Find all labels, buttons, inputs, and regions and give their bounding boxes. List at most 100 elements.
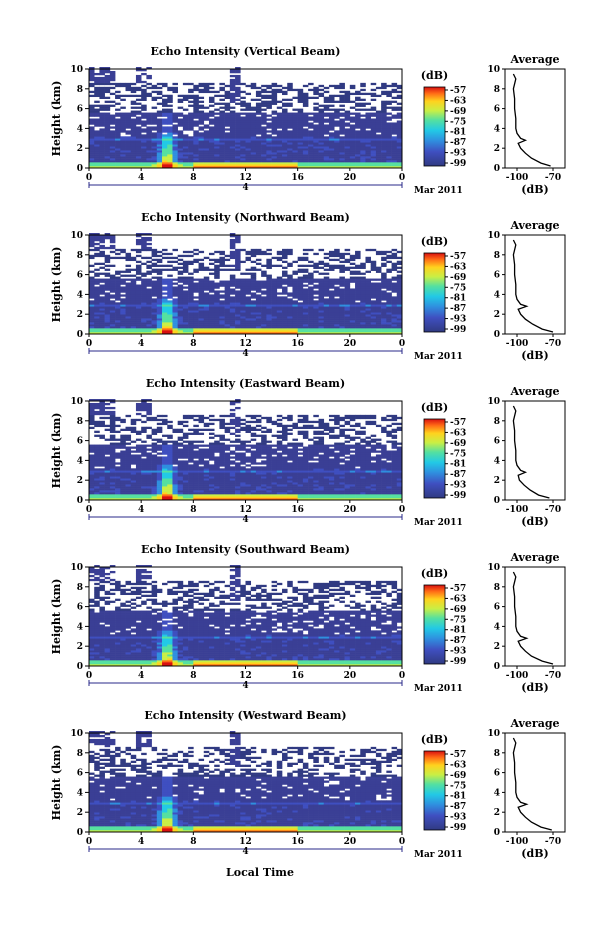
heatmap-cell xyxy=(344,100,351,103)
heatmap-cell xyxy=(89,235,95,238)
heatmap-cell xyxy=(125,294,132,297)
heatmap-cell xyxy=(141,72,147,76)
heatmap-cell xyxy=(297,286,304,289)
heatmap-cell xyxy=(125,164,132,167)
heatmap-cell xyxy=(115,248,121,252)
heatmap-cell xyxy=(89,296,95,299)
heatmap-cell xyxy=(219,316,225,319)
heatmap-cell xyxy=(99,76,105,80)
heatmap-cell xyxy=(177,482,184,485)
heatmap-cell xyxy=(141,244,147,248)
heatmap-cell xyxy=(172,482,178,485)
heatmap-cell xyxy=(214,292,220,295)
heatmap-cell xyxy=(297,152,304,155)
heatmap-cell xyxy=(391,136,398,139)
heatmap-cell xyxy=(203,328,210,331)
heatmap-cell xyxy=(99,148,105,151)
heatmap-cell xyxy=(282,330,288,333)
heatmap-cell xyxy=(292,290,298,293)
heatmap-cell xyxy=(255,306,262,309)
heatmap-cell xyxy=(261,280,267,283)
heatmap-cell xyxy=(261,122,267,125)
heatmap-cell xyxy=(313,116,319,119)
heatmap-cell xyxy=(240,322,246,325)
heatmap-cell xyxy=(141,144,147,147)
heatmap-cell xyxy=(167,326,173,329)
heatmap-cell xyxy=(375,306,382,309)
heatmap-cell xyxy=(208,268,215,271)
heatmap-cell xyxy=(167,126,173,129)
heatmap-cell xyxy=(198,318,205,321)
heatmap-cell xyxy=(396,86,403,90)
heatmap-cell xyxy=(261,330,267,333)
heatmap-cell xyxy=(167,312,173,315)
heatmap-cell xyxy=(89,264,95,267)
heatmap-cell xyxy=(141,152,147,155)
heatmap-cell xyxy=(198,142,205,145)
heatmap-cell xyxy=(250,154,257,157)
heatmap-cell xyxy=(255,140,262,143)
heatmap-cell xyxy=(214,138,220,141)
heatmap-cell xyxy=(370,318,377,321)
heatmap-cell xyxy=(323,158,330,161)
heatmap-cell xyxy=(109,401,116,404)
heatmap-cell xyxy=(172,142,178,145)
heatmap-cell xyxy=(339,152,345,155)
heatmap-cell xyxy=(141,466,147,469)
heatmap-cell xyxy=(344,324,351,327)
heatmap-cell xyxy=(250,130,257,133)
heatmap-cell xyxy=(261,292,267,295)
heatmap-cell xyxy=(302,164,309,167)
heatmap-cell xyxy=(109,446,116,449)
heatmap-cell xyxy=(396,294,403,297)
heatmap-cell xyxy=(89,320,95,323)
heatmap-cell xyxy=(391,138,398,141)
heatmap-cell xyxy=(255,98,262,101)
heatmap-cell xyxy=(208,330,215,333)
date-day-label: 4 xyxy=(242,183,248,193)
heatmap-cell xyxy=(115,416,121,420)
heatmap-cell xyxy=(344,302,351,305)
heatmap-cell xyxy=(344,162,351,165)
heatmap-cell xyxy=(135,296,142,299)
heatmap-cell xyxy=(375,330,382,333)
heatmap-cell xyxy=(162,162,168,165)
heatmap-cell xyxy=(99,412,105,416)
heatmap-cell xyxy=(375,252,382,256)
heatmap-cell xyxy=(349,292,356,295)
heatmap-cell xyxy=(365,162,371,165)
heatmap-cell xyxy=(344,266,351,269)
heatmap-cell xyxy=(99,314,105,317)
heatmap-cell xyxy=(94,482,100,485)
heatmap-cell xyxy=(182,480,189,483)
heatmap-cell xyxy=(344,134,351,137)
heatmap-cell xyxy=(89,402,95,406)
heatmap-cell xyxy=(109,332,116,335)
heatmap-cell xyxy=(151,430,158,433)
heatmap-cell xyxy=(89,410,95,414)
heatmap-cell xyxy=(156,156,163,159)
heatmap-cell xyxy=(287,318,293,321)
heatmap-cell xyxy=(334,116,340,119)
heatmap-cell xyxy=(349,314,356,317)
heatmap-cell xyxy=(386,320,392,323)
heatmap-cell xyxy=(125,84,132,88)
heatmap-cell xyxy=(151,494,158,497)
colorbar xyxy=(423,252,446,333)
heatmap-cell xyxy=(162,324,168,327)
heatmap-cell xyxy=(109,240,116,244)
heatmap-cell xyxy=(344,330,351,333)
heatmap-cell xyxy=(172,322,178,325)
heatmap-cell xyxy=(235,302,241,305)
heatmap-cell xyxy=(177,162,184,165)
heatmap-cell xyxy=(375,304,382,307)
heatmap-cell xyxy=(313,296,319,299)
heatmap-cell xyxy=(99,320,105,323)
heatmap-cell xyxy=(203,136,210,139)
heatmap-cell xyxy=(182,304,189,307)
heatmap-cell xyxy=(104,246,111,250)
heatmap-cell xyxy=(89,242,95,246)
heatmap-cell xyxy=(349,118,356,121)
heatmap-cell xyxy=(370,296,377,299)
heatmap-cell xyxy=(193,114,199,117)
